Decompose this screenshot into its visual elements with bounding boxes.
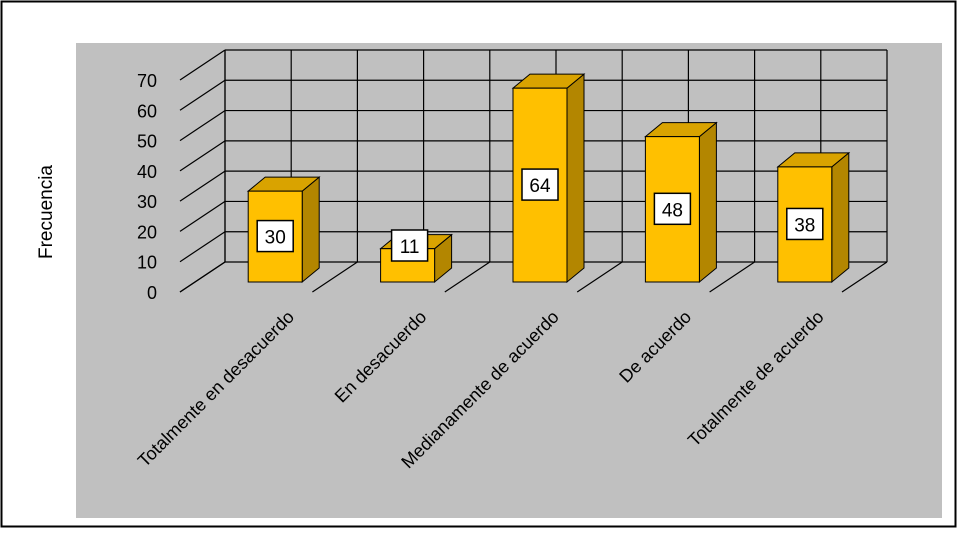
y-tick-label: 70 — [137, 71, 157, 91]
bar-3: 64 — [511, 73, 586, 284]
floor-line — [179, 261, 226, 293]
floor-line — [312, 261, 358, 293]
side-wall-line — [179, 49, 226, 81]
bar-2: 11 — [379, 229, 453, 284]
bar-5: 38 — [776, 151, 851, 284]
data-label-box — [256, 219, 294, 253]
floor-line — [444, 261, 491, 293]
side-wall-line — [179, 170, 226, 202]
side-wall-line — [179, 231, 226, 263]
y-tick-label: 50 — [137, 132, 157, 152]
bar-4: 48 — [644, 121, 718, 284]
side-wall-line — [179, 140, 226, 172]
data-label: 48 — [662, 200, 683, 221]
y-tick-label: 0 — [147, 283, 157, 303]
data-label-box — [653, 192, 692, 226]
y-tick-label: 10 — [137, 253, 157, 273]
y-axis-title: Frecuencia — [36, 165, 57, 259]
y-tick-label: 60 — [137, 101, 157, 121]
data-label: 11 — [400, 237, 420, 258]
bar-side — [301, 176, 320, 284]
y-axis: 0 10 20 30 40 50 60 70 — [137, 71, 157, 303]
bar-side — [566, 73, 585, 284]
bar-side — [698, 121, 717, 284]
side-wall-line — [179, 79, 226, 111]
floor-line — [576, 261, 623, 293]
floor-line — [841, 261, 888, 293]
data-label: 30 — [265, 228, 286, 249]
y-tick-label: 40 — [137, 162, 157, 182]
side-wall-line — [179, 200, 226, 232]
data-label-box — [786, 207, 824, 241]
side-wall-line — [179, 110, 226, 142]
y-tick-label: 20 — [137, 222, 157, 242]
data-label-box — [521, 168, 559, 201]
bar-1: 30 — [246, 176, 321, 284]
data-label: 38 — [794, 215, 815, 236]
data-label-box — [390, 229, 429, 262]
y-tick-label: 30 — [137, 192, 157, 212]
bar-side — [831, 151, 850, 284]
floor-line — [709, 261, 755, 293]
bars-layer: 30 11 64 48 38 — [246, 73, 851, 284]
data-label: 64 — [529, 176, 551, 197]
